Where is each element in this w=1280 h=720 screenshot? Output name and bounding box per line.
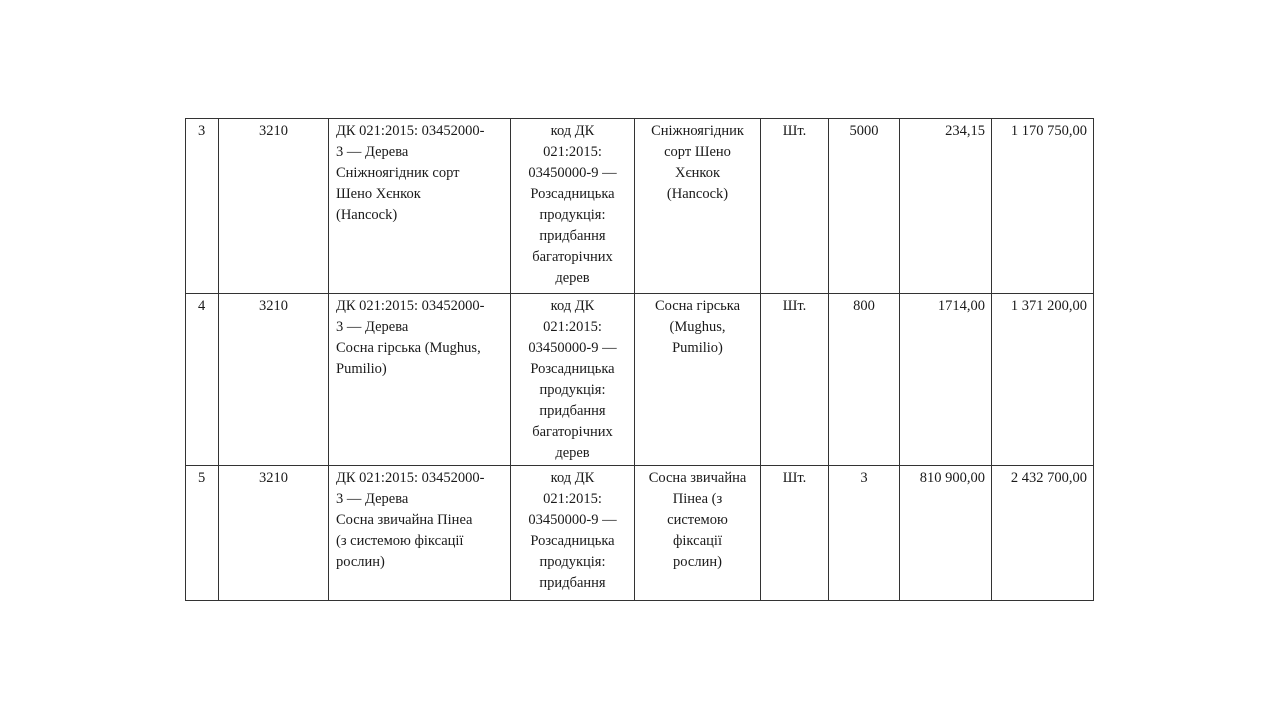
dk-class: код ДК 021:2015: 03450000-9 — Розсадниць… — [510, 465, 635, 601]
unit: Шт. — [760, 465, 829, 601]
dk-item: ДК 021:2015: 03452000- 3 — Дерева Сосна … — [328, 465, 511, 601]
item-name: Сніжноягідник сорт Шено Хєнкок (Hancock) — [634, 118, 761, 294]
dk-item: ДК 021:2015: 03452000- 3 — Дерева Сніжно… — [328, 118, 511, 294]
price: 1714,00 — [899, 293, 992, 466]
price: 810 900,00 — [899, 465, 992, 601]
price: 234,15 — [899, 118, 992, 294]
dk-item: ДК 021:2015: 03452000- 3 — Дерева Сосна … — [328, 293, 511, 466]
budget-code: 3210 — [218, 118, 329, 294]
quantity: 3 — [828, 465, 900, 601]
dk-class: код ДК 021:2015: 03450000-9 — Розсадниць… — [510, 293, 635, 466]
procurement-table: 3 3210 ДК 021:2015: 03452000- 3 — Дерева… — [185, 118, 1094, 601]
dk-class: код ДК 021:2015: 03450000-9 — Розсадниць… — [510, 118, 635, 294]
table-row: 4 3210 ДК 021:2015: 03452000- 3 — Дерева… — [185, 293, 1094, 466]
item-name: Сосна гірська (Mughus, Pumilio) — [634, 293, 761, 466]
unit: Шт. — [760, 118, 829, 294]
row-number: 4 — [185, 293, 219, 466]
budget-code: 3210 — [218, 293, 329, 466]
budget-code: 3210 — [218, 465, 329, 601]
quantity: 5000 — [828, 118, 900, 294]
table-row: 3 3210 ДК 021:2015: 03452000- 3 — Дерева… — [185, 118, 1094, 294]
unit: Шт. — [760, 293, 829, 466]
total: 1 371 200,00 — [991, 293, 1094, 466]
item-name: Сосна звичайна Пінеа (з системою фіксаці… — [634, 465, 761, 601]
row-number: 5 — [185, 465, 219, 601]
quantity: 800 — [828, 293, 900, 466]
row-number: 3 — [185, 118, 219, 294]
total: 1 170 750,00 — [991, 118, 1094, 294]
total: 2 432 700,00 — [991, 465, 1094, 601]
table-row: 5 3210 ДК 021:2015: 03452000- 3 — Дерева… — [185, 465, 1094, 601]
